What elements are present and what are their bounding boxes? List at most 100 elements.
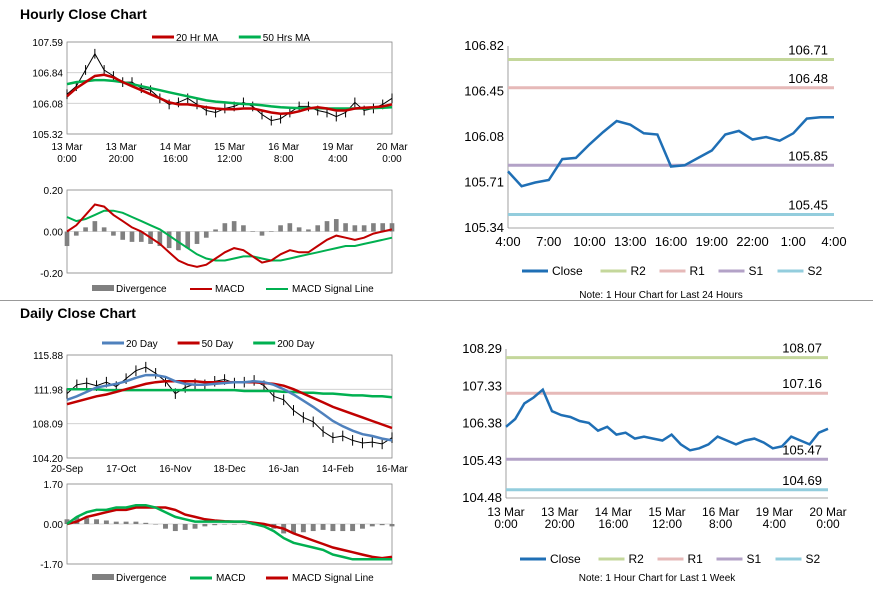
hourly-price-ytick-label: 106.08 <box>32 99 63 110</box>
daily-levels-level-s1-label: 105.47 <box>782 442 822 457</box>
hourly-macd-divergence-bar <box>92 221 98 232</box>
hourly-price-xtick-label: 12:00 <box>217 154 242 165</box>
daily-macd-line <box>66 503 392 561</box>
daily-levels-xtick-label: 16:00 <box>598 517 628 531</box>
hourly-macd-divergence-bar <box>268 231 274 232</box>
hourly-ma20-line <box>66 73 393 115</box>
daily-levels-xtick-label: 8:00 <box>709 517 733 531</box>
hourly-macd-divergence-bar <box>306 229 311 232</box>
daily-price-ytick-label: 115.88 <box>33 351 63 362</box>
daily-price-xtick-label: 16-Jan <box>268 464 299 475</box>
daily-levels-xtick-label: 13 Mar <box>487 505 524 519</box>
hourly-macd-divergence-bar <box>371 223 376 232</box>
hourly-macd-divergence-bar <box>231 221 237 232</box>
hourly-price-legend-label: 50 Hrs MA <box>263 33 311 44</box>
hourly-levels-xtick-label: 7:00 <box>536 234 561 249</box>
daily-price-ytick-label: 104.20 <box>32 454 63 465</box>
hourly-levels-ytick-label: 106.82 <box>464 38 504 53</box>
hourly-price-legend-label: 20 Hr MA <box>176 33 219 44</box>
hourly-levels-ytick-label: 105.34 <box>464 220 504 235</box>
daily-levels-xtick-label: 14 Mar <box>595 505 632 519</box>
hourly-levels-xtick-label: 22:00 <box>736 234 769 249</box>
hourly-macd-divergence-bar <box>241 225 246 232</box>
hourly-macd-line <box>66 203 393 268</box>
hourly-levels-legend-label: S1 <box>749 264 764 278</box>
hourly-price-xtick-label: 13 Mar <box>106 142 138 153</box>
daily-levels-legend-label: Close <box>550 552 581 566</box>
hourly-levels-level-r2-label: 106.71 <box>788 43 828 58</box>
hourly-macd-divergence-bar <box>138 231 144 242</box>
hourly-macd-legend-label: MACD <box>215 284 244 295</box>
daily-macd-divergence-bar <box>379 524 385 526</box>
daily-price-ytick-label: 111.98 <box>34 385 64 396</box>
daily-macd-legend-label: MACD <box>216 573 245 584</box>
daily-macd-divergence-bar <box>123 521 129 524</box>
hourly-macd-divergence-bar <box>380 223 386 232</box>
hourly-macd-divergence-bar <box>111 231 116 236</box>
hourly-price-ytick-label: 106.84 <box>32 69 63 80</box>
hourly-levels-legend-label: R1 <box>690 264 706 278</box>
daily-section-title: Daily Close Chart <box>20 305 136 321</box>
daily-levels-xtick-label: 20:00 <box>545 517 575 531</box>
hourly-macd-divergence-bar <box>389 223 395 232</box>
daily-macd-divergence-bar <box>64 519 70 524</box>
hourly-macd-divergence-bar <box>296 227 302 232</box>
daily-macd-divergence-bar <box>291 524 296 534</box>
daily-price-legend-label: 20 Day <box>126 339 158 350</box>
daily-macd-divergence-bar <box>94 519 100 524</box>
hourly-macd-ytick-label: 0.20 <box>44 186 64 197</box>
daily-macd-divergence-bar <box>133 521 139 524</box>
hourly-section-title: Hourly Close Chart <box>20 6 147 22</box>
hourly-levels-xtick-label: 13:00 <box>614 234 647 249</box>
hourly-macd-ytick-label: -0.20 <box>40 269 63 280</box>
daily-levels-xtick-label: 20 Mar <box>809 505 846 519</box>
hourly-levels-ytick-label: 106.45 <box>464 84 504 99</box>
hourly-price-ytick-label: 107.59 <box>32 38 63 49</box>
hourly-macd-divergence-bar <box>194 231 200 244</box>
hourly-macd-divergence-bar <box>157 231 163 247</box>
daily-macd-divergence-bar <box>369 524 375 527</box>
daily-levels-legend-label: S2 <box>806 552 821 566</box>
hourly-levels-xtick-label: 10:00 <box>573 234 606 249</box>
hourly-macd-divergence-bar <box>259 231 265 236</box>
hourly-ma50-line <box>66 78 393 110</box>
daily-levels-xtick-label: 13 Mar <box>541 505 578 519</box>
hourly-levels-level-s2-label: 105.45 <box>788 197 828 212</box>
daily-macd-divergence-bar <box>300 524 306 533</box>
section-divider <box>0 300 873 301</box>
daily-macd-divergence-bar <box>113 521 119 524</box>
hourly-price-xtick-label: 15 Mar <box>214 142 246 153</box>
daily-macd-divergence-bar <box>153 524 159 525</box>
hourly-levels-legend-label: S2 <box>808 264 823 278</box>
daily-macd-divergence-bar <box>163 524 168 529</box>
daily-price-xtick-label: 16-Mar <box>376 464 408 475</box>
hourly-macd-signal-line <box>66 209 393 262</box>
hourly-macd-ytick-label: 0.00 <box>44 228 64 239</box>
daily-macd-divergence-bar <box>359 524 365 529</box>
daily-price-legend-label: 200 Day <box>277 339 314 350</box>
daily-levels-legend-label: S1 <box>747 552 762 566</box>
hourly-levels-xtick-label: 4:00 <box>821 234 846 249</box>
daily-macd-signal-line <box>66 506 393 560</box>
hourly-levels-note: Note: 1 Hour Chart for Last 24 Hours <box>579 290 742 301</box>
daily-macd-divergence-bar <box>202 524 208 527</box>
daily-levels-ytick-label: 107.33 <box>462 378 502 393</box>
hourly-price-xtick-label: 13 Mar <box>51 142 83 153</box>
daily-levels-legend-label: R1 <box>688 552 704 566</box>
hourly-levels-xtick-label: 4:00 <box>495 234 520 249</box>
daily-levels-xtick-label: 0:00 <box>494 517 518 531</box>
daily-macd-divergence-bar <box>310 524 316 532</box>
daily-levels-ytick-label: 104.48 <box>462 490 502 505</box>
hourly-price-xtick-label: 14 Mar <box>160 142 192 153</box>
hourly-macd-legend-label: Divergence <box>116 284 167 295</box>
daily-macd-divergence-bar <box>212 524 218 526</box>
daily-macd-ytick-label: 0.00 <box>44 520 64 531</box>
daily-levels-xtick-label: 0:00 <box>816 517 840 531</box>
hourly-price-xtick-label: 20:00 <box>109 154 134 165</box>
hourly-price-xtick-label: 0:00 <box>57 154 77 165</box>
hourly-levels-xtick-label: 1:00 <box>781 234 806 249</box>
daily-macd-legend-label: MACD Signal Line <box>292 573 374 584</box>
hourly-macd-divergence-bar <box>64 231 70 247</box>
daily-levels-close-line <box>505 387 829 452</box>
